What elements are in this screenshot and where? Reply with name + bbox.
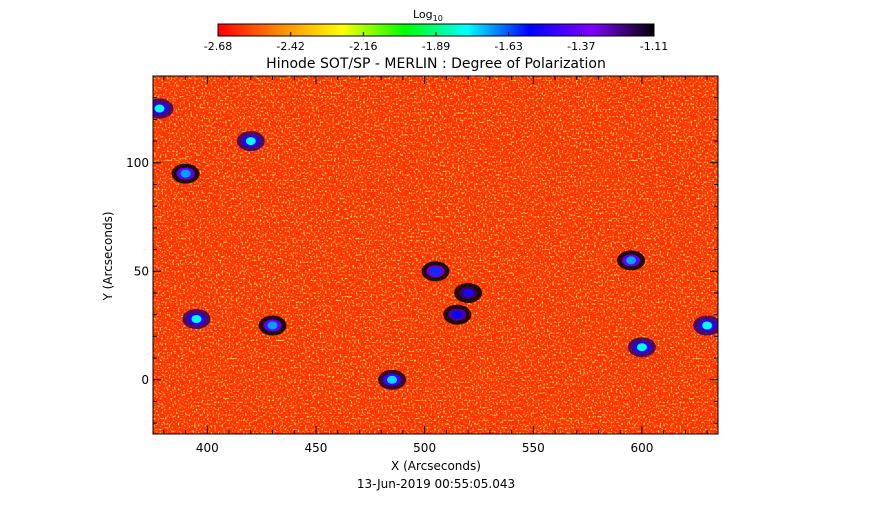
feature-core	[154, 104, 165, 113]
feature-core	[452, 310, 463, 319]
plot-frame	[152, 75, 719, 435]
plot-area	[153, 76, 718, 434]
colorbar: Log10 -2.68 -2.42 -2.16 -1.89 -1.63 -1.37 -1.1…	[204, 8, 668, 53]
feature-core	[463, 288, 474, 297]
feature-core	[702, 321, 713, 330]
colorbar-tick-label: -1.89	[422, 40, 450, 53]
y-tick-label: 50	[134, 264, 149, 278]
feature-core	[245, 137, 256, 146]
date-label: 13-Jun-2019 00:55:05.043	[357, 477, 515, 491]
x-axis-label: X (Arcseconds)	[391, 459, 481, 473]
x-tick-label: 400	[196, 441, 219, 455]
y-tick-label: 0	[141, 373, 149, 387]
colorbar-tick-label: -1.11	[640, 40, 668, 53]
x-tick-label: 450	[305, 441, 328, 455]
x-tick-label: 600	[630, 441, 653, 455]
x-tick-label: 500	[413, 441, 436, 455]
feature-core	[267, 321, 278, 330]
y-tick-label: 100	[126, 156, 149, 170]
x-tick-label: 550	[522, 441, 545, 455]
chart-title: Hinode SOT/SP - MERLIN : Degree of Polar…	[266, 56, 606, 72]
colorbar-tick-label: -1.37	[567, 40, 595, 53]
colorbar-tick-label: -2.16	[349, 40, 377, 53]
heatmap-features	[153, 98, 718, 390]
y-axis: 0 50 100	[126, 97, 718, 424]
x-axis: 400 450 500 550 600	[163, 76, 708, 455]
colorbar-tick-label: -2.68	[204, 40, 232, 53]
colorbar-tick-label: -2.42	[276, 40, 304, 53]
feature-core	[387, 375, 398, 384]
colorbar-ticks: -2.68 -2.42 -2.16 -1.89 -1.63 -1.37 -1.11	[204, 32, 668, 53]
feature-core	[626, 256, 637, 265]
feature-core	[191, 315, 202, 324]
feature-core	[636, 343, 647, 352]
colorbar-title: Log10	[413, 8, 443, 23]
feature-core	[430, 267, 441, 276]
y-axis-label: Y (Arcseconds)	[101, 211, 115, 301]
feature-core	[180, 169, 191, 178]
colorbar-tick-label: -1.63	[494, 40, 522, 53]
